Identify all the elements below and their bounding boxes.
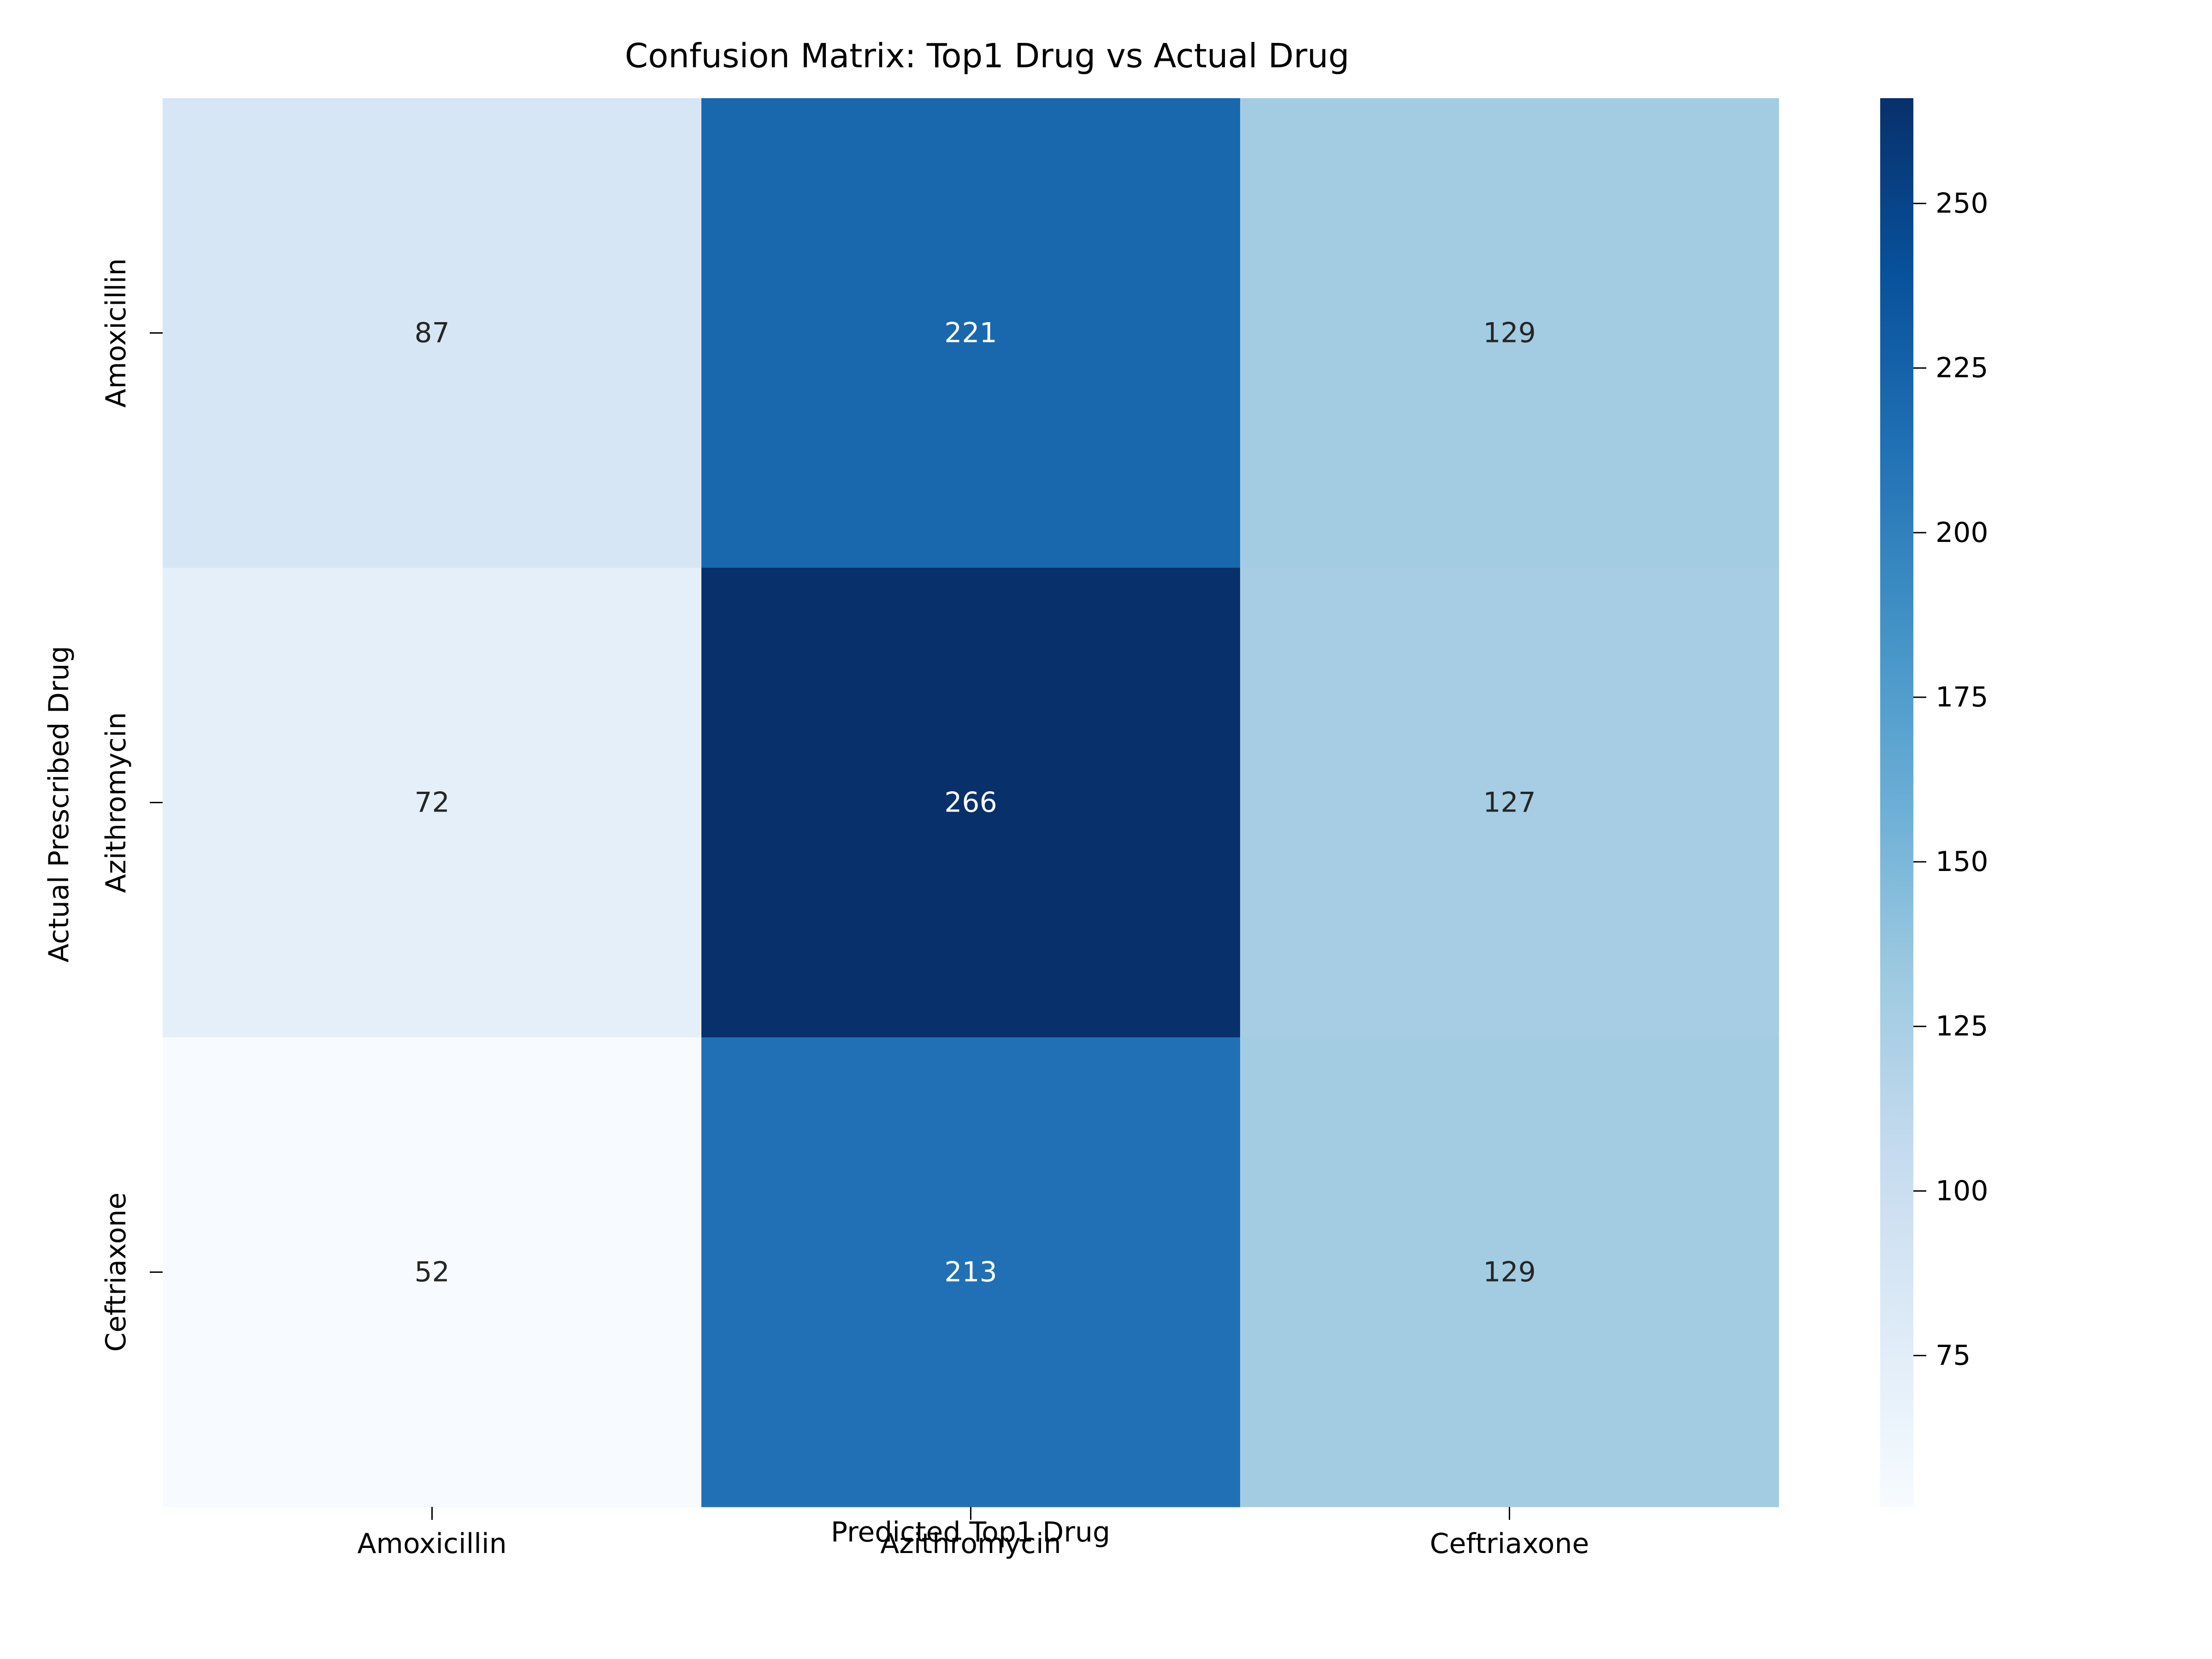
- cell-value-label: 129: [1483, 1256, 1536, 1288]
- colorbar: 75 100 125 150 175 200 225 250: [1880, 98, 1988, 1507]
- colorbar-tick-label: 75: [1936, 1339, 1971, 1371]
- colorbar-tick-label: 175: [1936, 681, 1988, 713]
- x-axis: Amoxicillin Azithromycin Ceftriaxone: [357, 1507, 1589, 1560]
- heatmap-cell-labels: 87 221 129 72 266 127 52 213 129: [414, 317, 1535, 1288]
- cell-value-label: 129: [1483, 317, 1536, 349]
- heatmap-cell: [701, 1037, 1241, 1507]
- colorbar-ticks: 75 100 125 150 175 200 225 250: [1913, 188, 1988, 1371]
- x-axis-label: Predicted Top1 Drug: [831, 1516, 1110, 1548]
- x-tick-label: Amoxicillin: [357, 1528, 506, 1560]
- cell-value-label: 213: [944, 1256, 997, 1288]
- x-tick-label: Azithromycin: [880, 1528, 1061, 1560]
- heatmap-cell: [163, 568, 702, 1038]
- y-tick-label: Azithromycin: [100, 712, 132, 893]
- heatmap-cell: [701, 98, 1241, 568]
- colorbar-tick-label: 100: [1936, 1175, 1988, 1207]
- heatmap-cell: [163, 1037, 702, 1507]
- colorbar-tick-label: 150: [1936, 846, 1988, 878]
- colorbar-tick-label: 125: [1936, 1010, 1988, 1042]
- y-tick-label: Ceftriaxone: [100, 1193, 132, 1352]
- y-tick-label: Amoxicillin: [100, 258, 132, 407]
- colorbar-tick-label: 225: [1936, 352, 1988, 384]
- cell-value-label: 87: [414, 317, 449, 349]
- colorbar-tick-label: 250: [1936, 188, 1988, 220]
- y-axis: Amoxicillin Azithromycin Ceftriaxone: [100, 258, 163, 1352]
- heatmap-cell: [163, 98, 702, 568]
- heatmap-cell: [701, 568, 1241, 1038]
- heatmap-cell: [1240, 98, 1779, 568]
- y-axis-label: Actual Prescribed Drug: [43, 646, 75, 962]
- colorbar-tick-label: 200: [1936, 517, 1988, 549]
- cell-value-label: 221: [944, 317, 997, 349]
- x-tick-label: Ceftriaxone: [1430, 1528, 1589, 1560]
- heatmap-cells: [163, 98, 1779, 1507]
- heatmap-cell: [1240, 568, 1779, 1038]
- cell-value-label: 266: [944, 787, 997, 819]
- cell-value-label: 52: [414, 1256, 449, 1288]
- heatmap-cell: [1240, 1037, 1779, 1507]
- cell-value-label: 72: [414, 787, 449, 819]
- cell-value-label: 127: [1483, 787, 1536, 819]
- colorbar-gradient: [1880, 98, 1913, 1507]
- chart-title: Confusion Matrix: Top1 Drug vs Actual Dr…: [625, 36, 1349, 75]
